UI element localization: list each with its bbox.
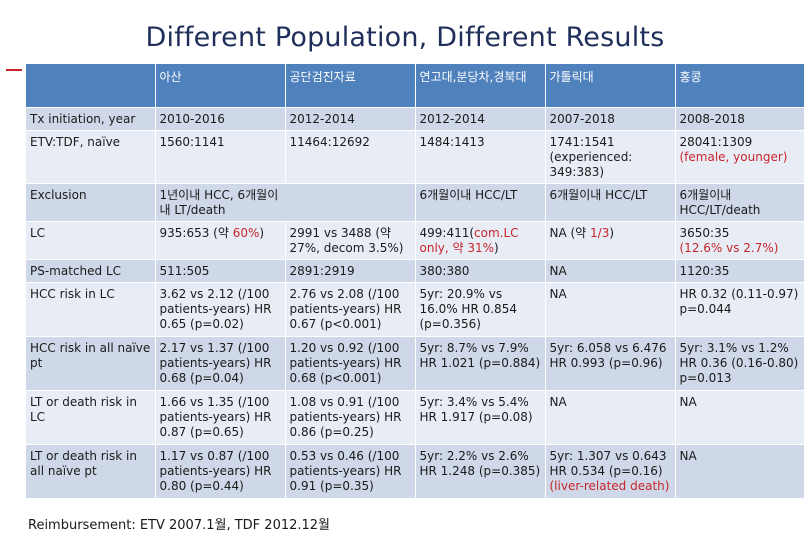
header-cell-hongkong: 홍콩 xyxy=(675,64,805,108)
row-label: Tx initiation, year xyxy=(26,107,156,131)
table-cell: 5yr: 6.058 vs 6.476 HR 0.993 (p=0.96) xyxy=(545,336,676,391)
table-row-hcc-all: HCC risk in all naïve pt 2.17 vs 1.37 (/… xyxy=(26,336,805,391)
table-cell: 2007-2018 xyxy=(545,107,676,131)
table-cell: 2012-2014 xyxy=(415,107,546,131)
reimbursement-footnote: Reimbursement: ETV 2007.1월, TDF 2012.12월 xyxy=(28,518,331,533)
table-cell: NA (약 1/3) xyxy=(545,221,676,260)
table-cell: 2010-2016 xyxy=(155,107,286,131)
table-cell: 6개월이내 HCC/LT/death xyxy=(675,183,805,222)
table-cell: NA xyxy=(675,444,805,499)
table-cell: 499:411(com.LC only, 약 31%) xyxy=(415,221,546,260)
table-row-lt-death-all: LT or death risk in all naïve pt 1.17 vs… xyxy=(26,444,805,499)
row-label: HCC risk in all naïve pt xyxy=(26,336,156,391)
row-label: LC xyxy=(26,221,156,260)
header-cell-nhis: 공단검진자료 xyxy=(285,64,416,108)
table-cell: NA xyxy=(545,282,676,337)
table-cell: 1741:1541 (experienced: 349:383) xyxy=(545,130,676,184)
row-label: HCC risk in LC xyxy=(26,282,156,337)
table-cell: 511:505 xyxy=(155,259,286,283)
table-cell: 5yr: 1.307 vs 0.643 HR 0.534 (p=0.16) (l… xyxy=(545,444,676,499)
cell-text: 3650:35 xyxy=(679,225,730,240)
header-cell-catholic: 가톨릭대 xyxy=(545,64,676,108)
header-cell-asan: 아산 xyxy=(155,64,286,108)
table-row-lc: LC 935:653 (약 60%) 2991 vs 3488 (약 27%, … xyxy=(26,221,805,260)
table-cell: 1.08 vs 0.91 (/100 patients-years) HR 0.… xyxy=(285,390,416,445)
table-cell: 1120:35 xyxy=(675,259,805,283)
table-cell: 2008-2018 xyxy=(675,107,805,131)
table-cell: 6개월이내 HCC/LT xyxy=(415,183,546,222)
table-cell: 11464:12692 xyxy=(285,130,416,184)
cell-text: 935:653 (약 xyxy=(159,225,233,240)
slide-title: Different Population, Different Results xyxy=(145,22,665,53)
table-cell: 5yr: 20.9% vs 16.0% HR 0.854 (p=0.356) xyxy=(415,282,546,337)
table-cell: 28041:1309 (female, younger) xyxy=(675,130,805,184)
table-cell: 3.62 vs 2.12 (/100 patients-years) HR 0.… xyxy=(155,282,286,337)
table-cell: 5yr: 2.2% vs 2.6% HR 1.248 (p=0.385) xyxy=(415,444,546,499)
cell-note-red: (female, younger) xyxy=(679,149,788,164)
cell-text-red: (12.6% vs 2.7%) xyxy=(679,240,779,255)
cell-text-red: 60% xyxy=(232,225,260,240)
table-cell: 1560:1141 xyxy=(155,130,286,184)
table-cell: 5yr: 3.4% vs 5.4% HR 1.917 (p=0.08) xyxy=(415,390,546,445)
table-cell: 1.66 vs 1.35 (/100 patients-years) HR 0.… xyxy=(155,390,286,445)
table-cell: 2012-2014 xyxy=(285,107,416,131)
table-cell: 935:653 (약 60%) xyxy=(155,221,286,260)
table-cell: 0.53 vs 0.46 (/100 patients-years) HR 0.… xyxy=(285,444,416,499)
table-row-lt-death-lc: LT or death risk in LC 1.66 vs 1.35 (/10… xyxy=(26,390,805,445)
table-cell: 1.20 vs 0.92 (/100 patients-years) HR 0.… xyxy=(285,336,416,391)
cell-text-red: 1/3 xyxy=(590,225,610,240)
cell-value: 5yr: 1.307 vs 0.643 HR 0.534 (p=0.16) xyxy=(549,448,667,478)
table-cell: 2.76 vs 2.08 (/100 patients-years) HR 0.… xyxy=(285,282,416,337)
table-cell: HR 0.32 (0.11-0.97) p=0.044 xyxy=(675,282,805,337)
table-cell: 2891:2919 xyxy=(285,259,416,283)
table-cell: 5yr: 8.7% vs 7.9% HR 1.021 (p=0.884) xyxy=(415,336,546,391)
table-cell: 5yr: 3.1% vs 1.2% HR 0.36 (0.16-0.80) p=… xyxy=(675,336,805,391)
cell-text: ) xyxy=(609,225,615,240)
table-cell-merged: 1년이내 HCC, 6개월이내 LT/death xyxy=(155,183,416,222)
row-label: ETV:TDF, naïve xyxy=(26,130,156,184)
table-row-exclusion: Exclusion 1년이내 HCC, 6개월이내 LT/death 6개월이내… xyxy=(26,183,805,222)
header-cell-empty xyxy=(26,64,156,108)
header-cell-yonsei: 연고대,분당차,경북대 xyxy=(415,64,546,108)
comparison-table: 아산 공단검진자료 연고대,분당차,경북대 가톨릭대 홍콩 Tx initiat… xyxy=(26,64,805,499)
table-cell: NA xyxy=(545,259,676,283)
accent-dash xyxy=(6,69,22,71)
table-cell: 2.17 vs 1.37 (/100 patients-years) HR 0.… xyxy=(155,336,286,391)
cell-text-red: com.LC only, 약 31% xyxy=(419,225,519,255)
table-row-hcc-lc: HCC risk in LC 3.62 vs 2.12 (/100 patien… xyxy=(26,282,805,337)
table-header-row: 아산 공단검진자료 연고대,분당차,경북대 가톨릭대 홍콩 xyxy=(26,64,805,108)
cell-text: ) xyxy=(494,240,499,255)
table-cell: 3650:35 (12.6% vs 2.7%) xyxy=(675,221,805,260)
row-label: Exclusion xyxy=(26,183,156,222)
cell-value: 28041:1309 xyxy=(679,134,753,149)
row-label: LT or death risk in LC xyxy=(26,390,156,445)
cell-note-red: (liver-related death) xyxy=(549,478,670,493)
row-label: PS-matched LC xyxy=(26,259,156,283)
table-cell: 380:380 xyxy=(415,259,546,283)
table-cell: NA xyxy=(675,390,805,445)
table-cell: 2991 vs 3488 (약 27%, decom 3.5%) xyxy=(285,221,416,260)
table-row-tx-initiation: Tx initiation, year 2010-2016 2012-2014 … xyxy=(26,107,805,131)
table-cell: 1484:1413 xyxy=(415,130,546,184)
cell-text: NA (약 xyxy=(549,225,591,240)
table-row-etv-tdf: ETV:TDF, naïve 1560:1141 11464:12692 148… xyxy=(26,130,805,184)
table-cell: 6개월이내 HCC/LT xyxy=(545,183,676,222)
table-row-ps-matched: PS-matched LC 511:505 2891:2919 380:380 … xyxy=(26,259,805,283)
cell-text: 499:411( xyxy=(419,225,475,240)
cell-value: 1년이내 HCC, 6개월이내 LT/death xyxy=(159,187,279,217)
cell-text: ) xyxy=(259,225,265,240)
table-cell: 1.17 vs 0.87 (/100 patients-years) HR 0.… xyxy=(155,444,286,499)
row-label: LT or death risk in all naïve pt xyxy=(26,444,156,499)
table-cell: NA xyxy=(545,390,676,445)
